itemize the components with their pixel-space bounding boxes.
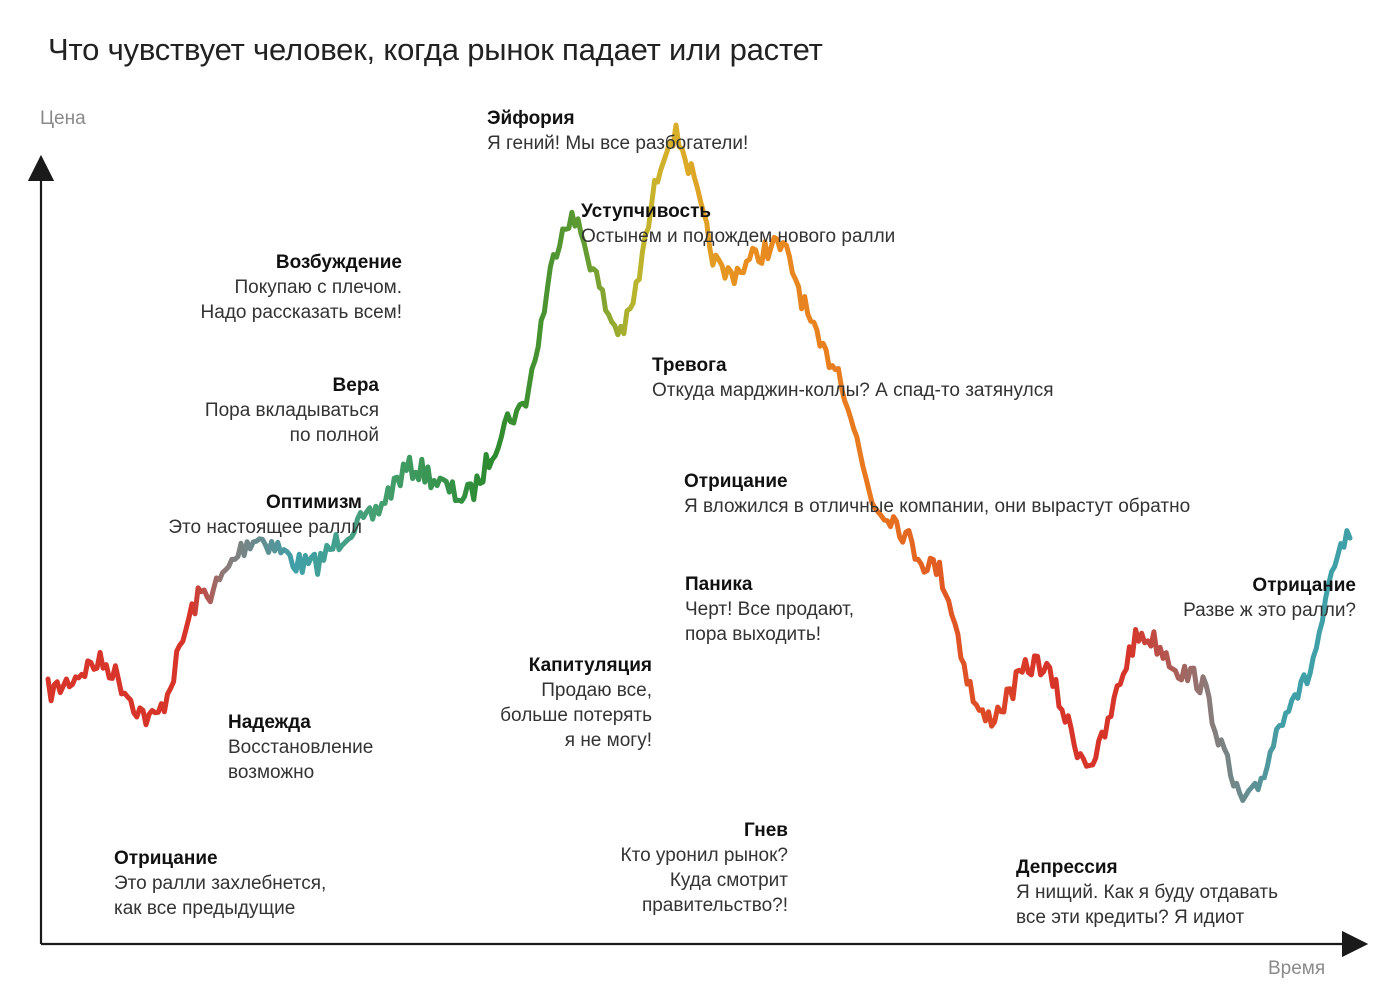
stage-heading: Оптимизм [265,492,362,513]
stage-text: возможно [228,762,315,783]
stage-text: Я нищий. Как я буду отдавать [1016,882,1279,903]
stage-heading: Возбуждение [275,252,402,273]
stage-text: Это ралли захлебнется, [114,873,327,894]
stage-text: Разве ж это ралли? [1183,600,1356,621]
y-axis-label: Цена [40,108,86,129]
stage-text: все эти кредиты? Я идиот [1016,907,1245,928]
stage-text: правительство?! [641,895,788,916]
stage-text: Продаю все, [541,680,652,701]
stage-heading: Отрицание [114,848,218,869]
stage-label-capitulation: Капитуляция Продаю все, больше потерять … [500,653,652,753]
stage-heading: Надежда [228,712,311,733]
stage-text: Я вложился в отличные компании, они выра… [684,496,1191,517]
stage-label-complacency: Уступчивость Остынем и подождем нового р… [581,199,895,249]
stage-label-belief: Вера Пора вкладываться по полной [205,373,379,448]
stage-text: Откуда марджин-коллы? А спад-то затянулс… [652,380,1054,401]
stage-heading: Тревога [652,355,727,376]
stage-text: Черт! Все продают, [685,599,855,620]
stage-heading: Гнев [743,820,788,841]
stage-heading: Вера [332,375,379,396]
stage-text: Это настоящее ралли [168,517,362,538]
stage-text: по полной [289,425,379,446]
stage-text: Я гений! Мы все разбогатели! [487,133,749,154]
stage-label-denial-end: Отрицание Разве ж это ралли? [1183,573,1356,623]
stage-text: Кто уронил рынок? [620,845,788,866]
stage-heading: Уступчивость [581,201,712,222]
stage-text: Куда смотрит [669,870,788,891]
stage-label-anxiety: Тревога Откуда марджин-коллы? А спад-то … [652,353,1054,403]
stage-heading: Паника [685,574,753,595]
stage-text: больше потерять [500,705,652,726]
stage-text: Пора вкладываться [204,400,379,421]
chart-title: Что чувствует человек, когда рынок падае… [48,32,823,67]
stage-label-panic: Паника Черт! Все продают, пора выходить! [685,572,854,647]
stage-text: Покупаю с плечом. [234,277,402,298]
stage-label-optimism: Оптимизм Это настоящее ралли [168,490,362,540]
stage-text: как все предыдущие [114,898,296,919]
stage-label-denial-start: Отрицание Это ралли захлебнется, как все… [114,846,326,921]
stage-label-anger: Гнев Кто уронил рынок? Куда смотрит прав… [621,818,788,918]
stage-label-euphoria: Эйфория Я гений! Мы все разбогатели! [487,106,748,156]
stage-label-denial-mid: Отрицание Я вложился в отличные компании… [684,469,1190,519]
stage-heading: Депрессия [1016,857,1118,878]
stage-text: Восстановление [228,737,374,758]
stage-text: Остынем и подождем нового ралли [581,226,896,247]
stage-heading: Отрицание [684,471,788,492]
x-axis-label: Время [1268,958,1326,979]
stage-label-thrill: Возбуждение Покупаю с плечом. Надо расск… [201,250,402,325]
price-series-line [45,122,1353,803]
stage-text: пора выходить! [685,624,822,645]
stage-text: я не могу! [564,730,652,751]
stage-label-hope: Надежда Восстановление возможно [228,710,373,785]
stage-heading: Отрицание [1252,575,1356,596]
stage-heading: Капитуляция [528,655,652,676]
stage-heading: Эйфория [487,108,575,129]
stage-label-depression: Депрессия Я нищий. Как я буду отдавать в… [1016,855,1278,930]
stage-text: Надо рассказать всем! [200,302,402,323]
